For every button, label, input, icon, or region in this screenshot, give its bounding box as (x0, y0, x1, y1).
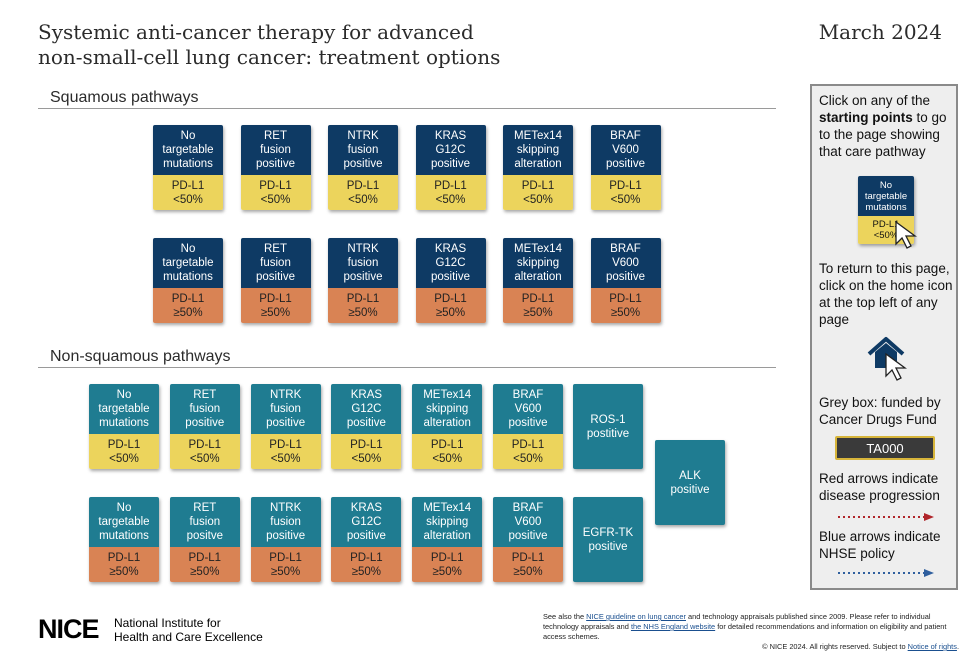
mutation-label: No targetable mutations (89, 384, 159, 434)
nonsquamous-pathway-card[interactable]: NTRK fusion positive PD-L1 ≥50% (250, 497, 321, 582)
squamous-pathway-card[interactable]: METex14 skipping alteration PD-L1 ≥50% (503, 238, 573, 323)
mutation-label: KRAS G12C positive (331, 497, 402, 547)
pdl1-label: PD-L1 <50% (590, 175, 661, 210)
pdl1-label: PD-L1 ≥50% (240, 288, 311, 323)
mutation-label: No targetable mutations (153, 238, 223, 288)
squamous-pathway-card[interactable]: NTRK fusion positive PD-L1 ≥50% (328, 238, 398, 323)
pdl1-label: PD-L1 <50% (503, 175, 573, 210)
mutation-label: No targetable mutations (153, 125, 223, 175)
egfr-tk-positive-card[interactable]: EGFR-TK positive (573, 497, 643, 582)
pdl1-label: PD-L1 ≥50% (331, 547, 402, 582)
pdl1-label: PD-L1 ≥50% (415, 288, 486, 323)
notice-of-rights-link[interactable]: Notice of rights (907, 642, 957, 651)
pdl1-label: PD-L1 <50% (240, 175, 311, 210)
red-arrow-sample (838, 513, 934, 521)
blue-arrow-sample (838, 569, 934, 577)
page-title: Systemic anti-cancer therapy for advance… (38, 20, 501, 69)
mutation-label: BRAF V600 positive (590, 125, 661, 175)
pdl1-label: PD-L1 <50% (493, 434, 563, 469)
pdl1-label: PD-L1 ≥50% (412, 547, 483, 582)
squamous-pathway-card[interactable]: RET fusion positive PD-L1 <50% (240, 125, 311, 210)
mutation-label: KRAS G12C positive (415, 125, 486, 175)
squamous-pathway-card[interactable]: METex14 skipping alteration PD-L1 <50% (503, 125, 573, 210)
mutation-label: RET fusion positive (240, 238, 311, 288)
pdl1-label: PD-L1 <50% (89, 434, 159, 469)
nonsquamous-pathway-card[interactable]: METex14 skipping alteration PD-L1 ≥50% (412, 497, 483, 582)
ros1-positive-card[interactable]: ROS-1 postitive (573, 384, 643, 469)
nice-logo: NICE (38, 614, 100, 644)
nonsquamous-pathway-card[interactable]: NTRK fusion positive PD-L1 <50% (250, 384, 321, 469)
organisation-name: National Institute for Health and Care E… (114, 616, 263, 644)
mutation-label: METex14 skipping alteration (412, 384, 483, 434)
pdl1-label: PD-L1 <50% (169, 434, 240, 469)
pdl1-label: PD-L1 ≥50% (89, 547, 159, 582)
footer-note: See also the NICE guideline on lung canc… (543, 612, 959, 651)
cursor-arrow-icon (895, 220, 917, 249)
squamous-pathway-card[interactable]: No targetable mutations PD-L1 ≥50% (153, 238, 223, 323)
red-arrow-legend: Red arrows indicate disease progression (819, 471, 940, 503)
pdl1-label: PD-L1 <50% (412, 434, 483, 469)
nonsquamous-pathway-card[interactable]: No targetable mutations PD-L1 <50% (89, 384, 159, 469)
pdl1-label: PD-L1 ≥50% (250, 547, 321, 582)
cdf-ta-badge: TA000 (835, 436, 935, 460)
mutation-label: RET fusion positive (169, 384, 240, 434)
pdl1-label: PD-L1 ≥50% (590, 288, 661, 323)
blue-arrow-legend: Blue arrows indicate NHSE policy (819, 529, 941, 561)
pdl1-label: PD-L1 <50% (328, 175, 398, 210)
pdl1-label: PD-L1 ≥50% (328, 288, 398, 323)
publication-date: March 2024 (818, 20, 942, 44)
mutation-label: BRAF V600 positive (493, 384, 563, 434)
mutation-label: RET fusion positve (169, 497, 240, 547)
pdl1-label: PD-L1 ≥50% (493, 547, 563, 582)
grey-box-legend: Grey box: funded by Cancer Drugs Fund (819, 395, 941, 427)
nhs-england-link[interactable]: the NHS England website (630, 622, 716, 631)
squamous-pathway-card[interactable]: KRAS G12C positive PD-L1 ≥50% (415, 238, 486, 323)
nonsquamous-pathway-card[interactable]: KRAS G12C positive PD-L1 ≥50% (331, 497, 402, 582)
mutation-label: METex14 skipping alteration (503, 238, 573, 288)
mutation-label: NTRK fusion positive (250, 497, 321, 547)
help-intro: Click on any of the starting points to g… (819, 93, 947, 159)
squamous-pathway-card[interactable]: KRAS G12C positive PD-L1 <50% (415, 125, 486, 210)
mutation-label: NTRK fusion positive (328, 238, 398, 288)
nonsquamous-pathway-card[interactable]: BRAF V600 positive PD-L1 <50% (493, 384, 563, 469)
pdl1-label: PD-L1 <50% (250, 434, 321, 469)
pdl1-label: PD-L1 <50% (331, 434, 402, 469)
squamous-pathway-card[interactable]: BRAF V600 positive PD-L1 <50% (590, 125, 661, 210)
squamous-pathway-card[interactable]: BRAF V600 positive PD-L1 ≥50% (590, 238, 661, 323)
return-instructions: To return to this page, click on the hom… (819, 261, 953, 327)
mutation-label: NTRK fusion positive (328, 125, 398, 175)
example-starting-point-card: No targetable mutations PD-L1 <50% (858, 176, 914, 244)
mutation-label: BRAF V600 positive (493, 497, 563, 547)
mutation-label: METex14 skipping alteration (503, 125, 573, 175)
home-cursor-icon (885, 352, 907, 381)
nonsquamous-pathway-card[interactable]: RET fusion positve PD-L1 ≥50% (169, 497, 240, 582)
squamous-divider (38, 108, 776, 109)
nice-guideline-link[interactable]: NICE guideline on lung cancer (586, 612, 686, 621)
nonsquamous-pathway-card[interactable]: No targetable mutations PD-L1 ≥50% (89, 497, 159, 582)
mutation-label: KRAS G12C positive (331, 384, 402, 434)
squamous-pathway-card[interactable]: RET fusion positive PD-L1 ≥50% (240, 238, 311, 323)
mutation-label: METex14 skipping alteration (412, 497, 483, 547)
mutation-label: NTRK fusion positive (250, 384, 321, 434)
pdl1-label: PD-L1 ≥50% (153, 288, 223, 323)
pdl1-label: PD-L1 ≥50% (503, 288, 573, 323)
mutation-label: KRAS G12C positive (415, 238, 486, 288)
squamous-heading: Squamous pathways (50, 89, 199, 106)
nonsquamous-pathway-card[interactable]: RET fusion positive PD-L1 <50% (169, 384, 240, 469)
alk-positive-card[interactable]: ALK positive (655, 440, 725, 525)
squamous-pathway-card[interactable]: NTRK fusion positive PD-L1 <50% (328, 125, 398, 210)
nonsquamous-heading: Non-squamous pathways (50, 348, 231, 365)
nonsquamous-pathway-card[interactable]: METex14 skipping alteration PD-L1 <50% (412, 384, 483, 469)
squamous-pathway-card[interactable]: No targetable mutations PD-L1 <50% (153, 125, 223, 210)
help-panel: Click on any of the starting points to g… (810, 84, 958, 590)
nonsquamous-pathway-card[interactable]: KRAS G12C positive PD-L1 <50% (331, 384, 402, 469)
mutation-label: No targetable mutations (89, 497, 159, 547)
mutation-label: RET fusion positive (240, 125, 311, 175)
pdl1-label: PD-L1 <50% (153, 175, 223, 210)
mutation-label: BRAF V600 positive (590, 238, 661, 288)
nonsquamous-pathway-card[interactable]: BRAF V600 positive PD-L1 ≥50% (493, 497, 563, 582)
pdl1-label: PD-L1 <50% (415, 175, 486, 210)
nonsquamous-divider (38, 367, 776, 368)
pdl1-label: PD-L1 ≥50% (169, 547, 240, 582)
